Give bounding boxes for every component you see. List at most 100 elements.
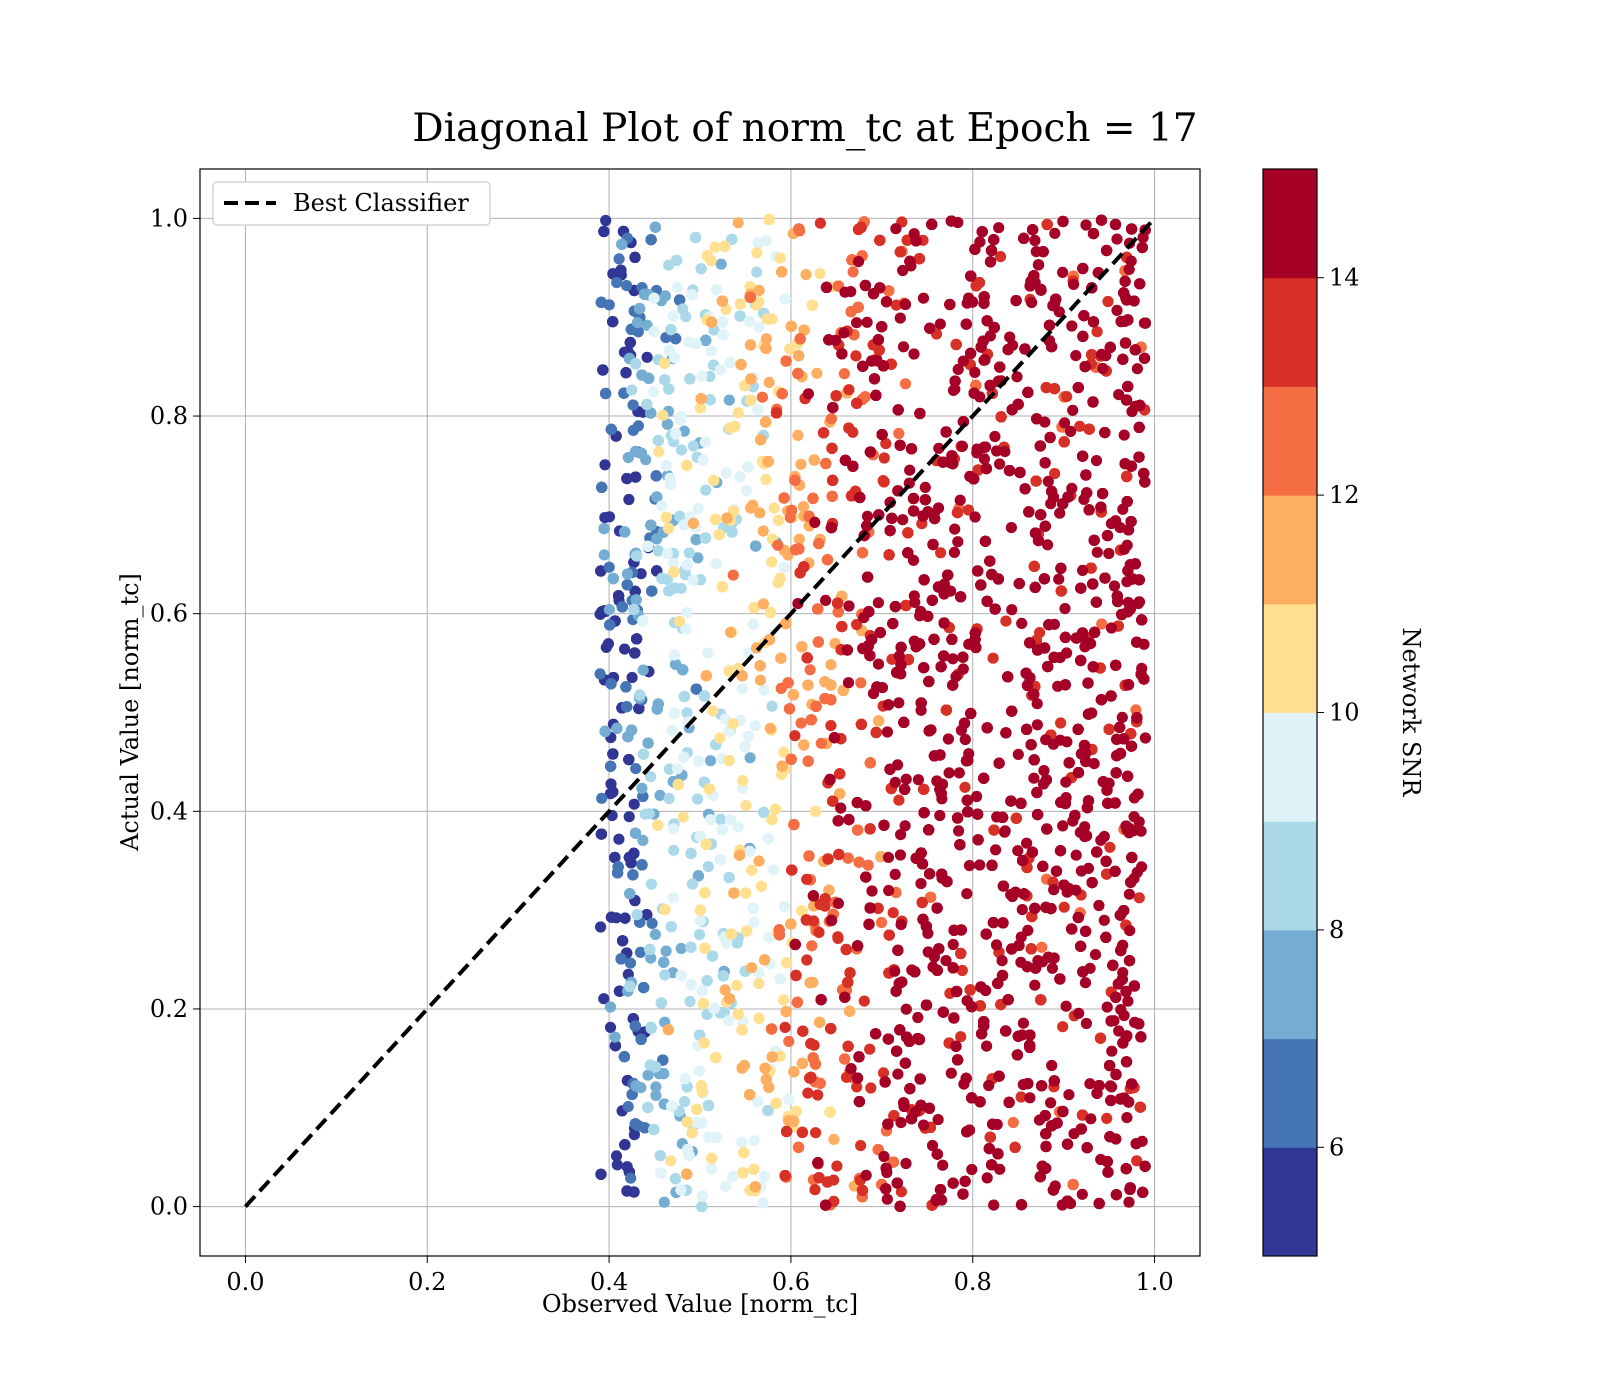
scatter-point <box>760 416 772 428</box>
scatter-point <box>678 690 690 703</box>
scatter-point <box>1120 394 1133 406</box>
scatter-point <box>923 824 935 836</box>
scatter-point <box>1055 562 1067 574</box>
scatter-point <box>820 457 832 470</box>
scatter-point <box>626 671 638 684</box>
scatter-point <box>650 1081 662 1093</box>
scatter-point <box>1028 772 1040 784</box>
scatter-point <box>840 943 852 956</box>
scatter-point <box>852 301 864 313</box>
scatter-point <box>773 929 786 941</box>
scatter-point <box>760 333 773 345</box>
scatter-point <box>696 1200 708 1213</box>
scatter-point <box>664 478 677 490</box>
scatter-point <box>631 909 643 921</box>
scatter-point <box>749 1181 761 1193</box>
scatter-point <box>861 316 873 328</box>
scatter-point <box>826 490 838 502</box>
scatter-point <box>658 1196 670 1208</box>
scatter-point <box>1000 615 1012 627</box>
scatter-point <box>630 1080 642 1092</box>
scatter-point <box>1121 470 1133 483</box>
scatter-point <box>739 741 751 753</box>
scatter-point <box>758 1170 771 1182</box>
scatter-point <box>748 916 760 929</box>
scatter-point <box>779 1021 791 1033</box>
scatter-point <box>735 359 747 371</box>
scatter-point <box>633 1120 645 1132</box>
scatter-point <box>780 355 792 367</box>
scatter-point <box>873 715 885 727</box>
scatter-point <box>642 1069 654 1081</box>
scatter-point <box>652 819 664 831</box>
scatter-point <box>855 1140 867 1152</box>
scatter-point <box>821 1176 834 1188</box>
scatter-point <box>643 808 655 820</box>
scatter-point <box>825 914 838 927</box>
scatter-point <box>927 538 939 551</box>
scatter-point <box>1075 654 1087 667</box>
scatter-point <box>769 803 782 815</box>
scatter-point <box>607 786 619 798</box>
scatter-point <box>654 1150 666 1162</box>
scatter-point <box>1103 723 1115 735</box>
scatter-point <box>596 481 608 493</box>
scatter-point <box>820 281 833 293</box>
scatter-point <box>742 461 754 473</box>
scatter-point <box>994 361 1006 373</box>
scatter-point <box>711 284 723 296</box>
scatter-point <box>1002 671 1014 683</box>
scatter-point <box>668 566 680 578</box>
scatter-point <box>851 397 863 409</box>
scatter-point <box>1042 475 1054 487</box>
scatter-point <box>659 374 671 386</box>
scatter-point <box>741 485 753 497</box>
scatter-point <box>1102 295 1114 308</box>
scatter-point <box>675 444 688 456</box>
scatter-point <box>760 235 773 247</box>
scatter-point <box>825 720 837 732</box>
scatter-point <box>753 855 765 867</box>
scatter-point <box>611 722 623 735</box>
scatter-point <box>709 513 722 526</box>
scatter-point <box>668 844 680 856</box>
scatter-point <box>1061 391 1073 403</box>
scatter-point <box>710 558 723 570</box>
scatter-point <box>763 213 775 226</box>
scatter-point <box>786 864 798 876</box>
scatter-point <box>717 970 729 982</box>
scatter-point <box>681 707 693 719</box>
scatter-point <box>661 418 674 430</box>
scatter-point <box>724 626 737 638</box>
scatter-point <box>815 994 827 1006</box>
scatter-point <box>655 997 667 1009</box>
scatter-point <box>893 427 905 440</box>
scatter-point <box>821 554 834 566</box>
scatter-point <box>636 369 648 381</box>
scatter-point <box>612 867 624 879</box>
scatter-point <box>806 299 819 311</box>
scatter-point <box>825 694 837 706</box>
scatter-point <box>734 471 746 483</box>
scatter-point <box>934 318 946 330</box>
scatter-point <box>623 811 635 823</box>
scatter-point <box>798 561 810 573</box>
scatter-point <box>768 502 780 514</box>
scatter-point <box>641 909 653 921</box>
scatter-point <box>595 828 608 840</box>
scatter-point <box>690 231 702 244</box>
scatter-point <box>1132 597 1144 610</box>
scatter-point <box>1054 845 1067 857</box>
scatter-point <box>609 851 621 864</box>
scatter-point <box>652 545 665 557</box>
scatter-point <box>995 411 1007 423</box>
scatter-point <box>960 318 972 330</box>
scatter-point <box>637 834 649 847</box>
scatter-point <box>779 901 791 913</box>
scatter-point <box>646 585 658 597</box>
scatter-point <box>882 851 895 864</box>
scatter-point <box>812 1089 824 1101</box>
scatter-point <box>742 730 755 742</box>
scatter-point <box>700 334 712 346</box>
